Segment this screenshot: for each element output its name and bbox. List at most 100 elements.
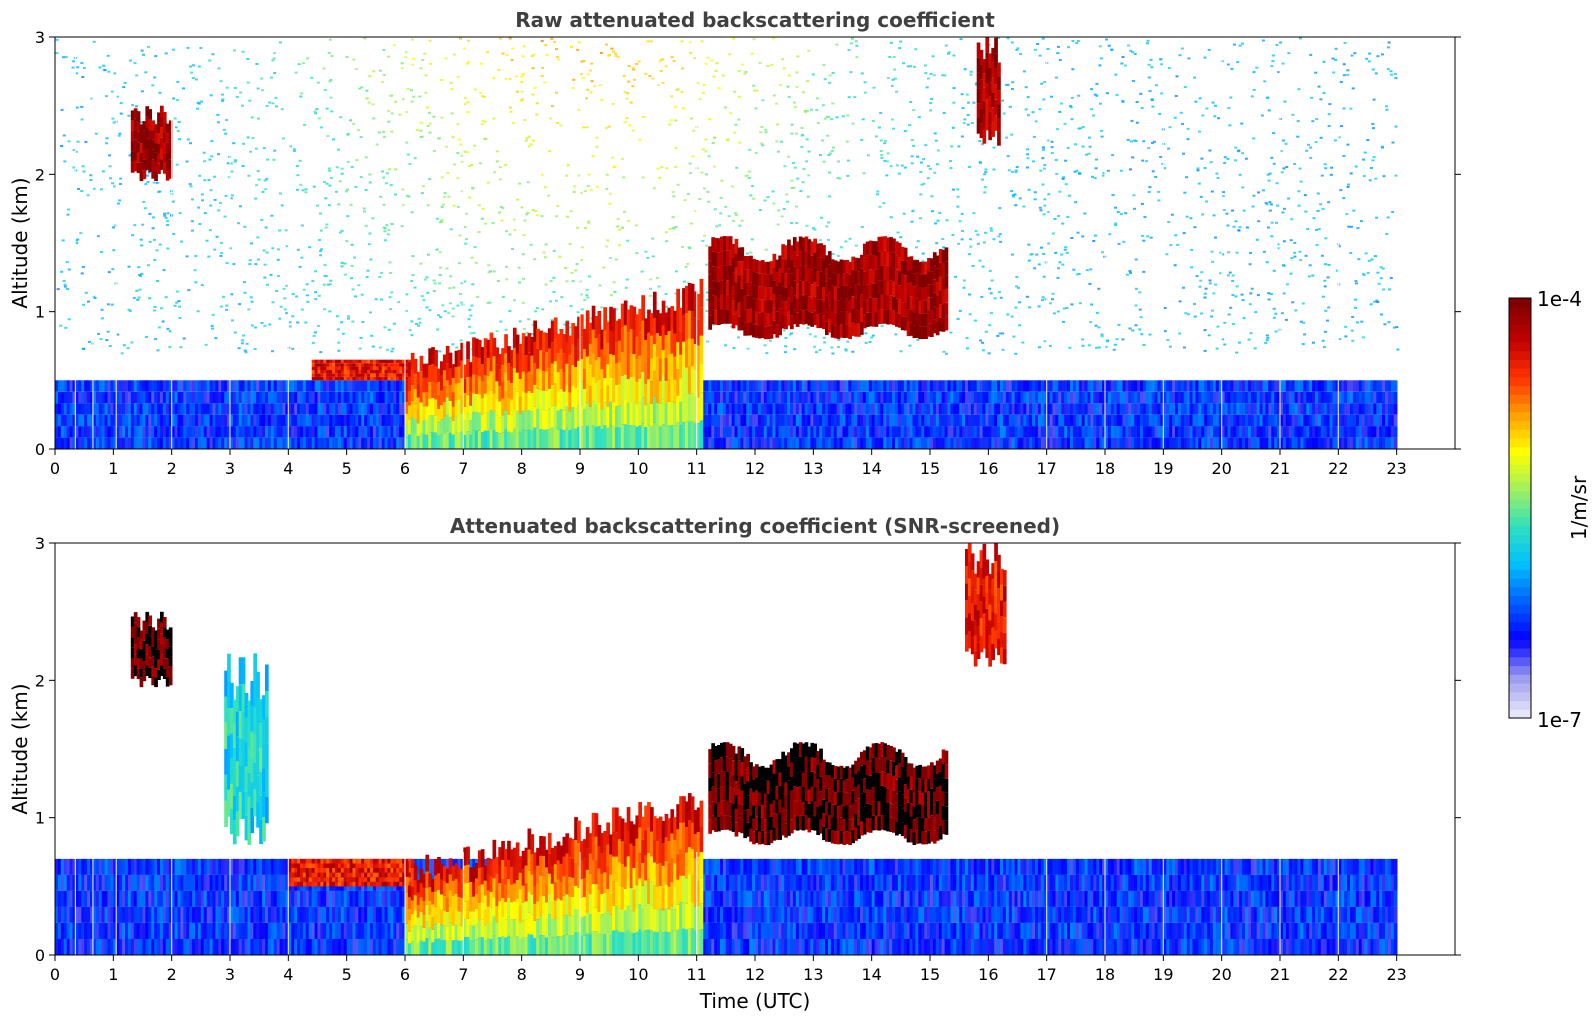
heatmap-cell	[740, 426, 745, 438]
heatmap-cell	[305, 414, 310, 427]
heatmap-cell	[1226, 274, 1230, 277]
heatmap-cell	[87, 300, 90, 303]
heatmap-cell	[1124, 212, 1128, 215]
heatmap-cell	[889, 437, 893, 449]
heatmap-cell	[737, 70, 741, 72]
heatmap-cell	[1212, 214, 1216, 217]
heatmap-cell	[1160, 437, 1165, 449]
heatmap-cell	[938, 414, 943, 427]
heatmap-cell	[1092, 240, 1096, 242]
heatmap-cell	[1207, 437, 1211, 449]
heatmap-cell	[743, 403, 747, 415]
heatmap-cell	[1140, 380, 1144, 392]
heatmap-cell	[201, 199, 205, 202]
heatmap-cell	[186, 380, 190, 392]
heatmap-cell	[688, 247, 692, 250]
heatmap-cell	[1180, 437, 1185, 449]
heatmap-cell	[1148, 186, 1152, 189]
heatmap-cell	[1042, 167, 1046, 170]
heatmap-cell	[55, 426, 59, 438]
heatmap-cell	[327, 204, 331, 207]
heatmap-cell	[378, 380, 383, 392]
heatmap-cell	[998, 332, 1002, 335]
heatmap-cell	[151, 216, 155, 219]
heatmap-cell	[1177, 437, 1182, 449]
heatmap-cell	[411, 38, 414, 41]
heatmap-cell	[265, 380, 269, 392]
heatmap-cell	[952, 87, 956, 90]
heatmap-cell	[1052, 414, 1057, 427]
heatmap-cell	[792, 186, 796, 189]
heatmap-cell	[1039, 169, 1043, 172]
heatmap-cell	[1279, 150, 1283, 153]
heatmap-cell	[1195, 414, 1200, 427]
heatmap-cell	[772, 403, 777, 415]
heatmap-cell	[438, 282, 442, 285]
heatmap-cell	[924, 144, 928, 147]
heatmap-cell	[1067, 391, 1071, 404]
heatmap-cell	[197, 65, 201, 68]
heatmap-cell	[1002, 380, 1007, 392]
heatmap-cell	[127, 437, 132, 449]
heatmap-cell	[270, 426, 275, 438]
heatmap-cell	[810, 108, 814, 111]
heatmap-cell	[590, 80, 594, 83]
heatmap-cell	[1330, 166, 1334, 169]
heatmap-cell	[227, 176, 231, 179]
heatmap-cell	[917, 116, 921, 119]
heatmap-cell	[510, 59, 514, 62]
heatmap-cell	[241, 403, 246, 415]
heatmap-cell	[700, 40, 704, 43]
heatmap-cell	[203, 414, 208, 427]
heatmap-cell	[411, 63, 415, 66]
heatmap-cell	[364, 437, 368, 449]
heatmap-cell	[1096, 437, 1100, 449]
heatmap-cell	[912, 380, 917, 392]
heatmap-cell	[1290, 257, 1294, 259]
heatmap-cell	[104, 437, 109, 449]
heatmap-cell	[854, 414, 858, 427]
heatmap-cell	[56, 288, 60, 291]
heatmap-cell	[467, 325, 471, 328]
heatmap-cell	[1012, 195, 1016, 198]
heatmap-cell	[1368, 52, 1372, 55]
heatmap-cell	[192, 380, 196, 392]
heatmap-cell	[674, 165, 678, 168]
heatmap-cell	[186, 391, 190, 404]
heatmap-cell	[1140, 414, 1144, 427]
heatmap-cell	[469, 314, 473, 317]
heatmap-cell	[1142, 426, 1147, 438]
heatmap-cell	[802, 167, 806, 170]
heatmap-cell	[1022, 70, 1026, 73]
heatmap-cell	[495, 160, 499, 163]
heatmap-cell	[358, 437, 362, 449]
heatmap-cell	[1312, 217, 1316, 220]
heatmap-cell	[364, 156, 368, 159]
heatmap-cell	[216, 121, 220, 124]
heatmap-cell	[581, 77, 585, 80]
heatmap-cell	[803, 110, 807, 112]
heatmap-cell	[1042, 213, 1046, 216]
heatmap-cell	[816, 121, 820, 124]
heatmap-cell	[1078, 302, 1082, 305]
heatmap-cell	[801, 380, 806, 392]
heatmap-cell	[763, 437, 768, 449]
heatmap-cell	[979, 339, 982, 342]
heatmap-cell	[347, 315, 350, 318]
heatmap-cell	[801, 133, 805, 136]
heatmap-cell	[69, 391, 74, 404]
heatmap-cell	[1147, 191, 1151, 193]
heatmap-cell	[600, 306, 604, 309]
heatmap-cell	[1151, 170, 1155, 173]
heatmap-cell	[1347, 225, 1351, 228]
heatmap-cell	[935, 242, 939, 245]
heatmap-cell	[798, 391, 803, 404]
heatmap-cell	[702, 391, 707, 404]
heatmap-cell	[609, 192, 613, 195]
heatmap-cell	[1008, 403, 1013, 415]
heatmap-cell	[196, 310, 200, 313]
heatmap-cell	[1134, 403, 1138, 415]
heatmap-cell	[889, 41, 893, 44]
heatmap-cell	[256, 437, 260, 449]
heatmap-cell	[75, 426, 80, 438]
